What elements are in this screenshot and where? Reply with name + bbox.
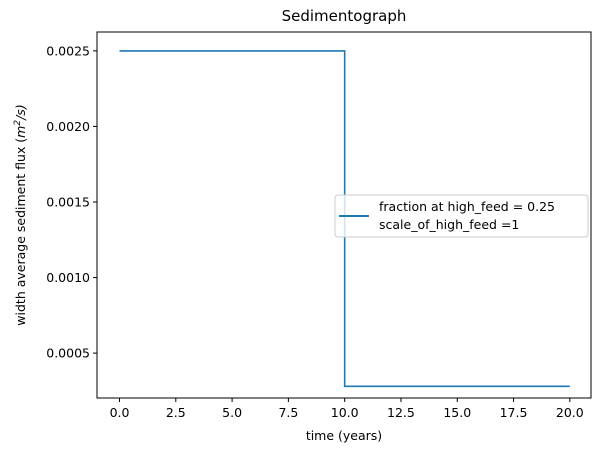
y-axis-title-unit: m xyxy=(13,126,28,138)
legend-box xyxy=(334,194,589,238)
x-tick-label: 20.0 xyxy=(556,405,584,420)
y-tick-label: 0.0015 xyxy=(46,195,90,210)
x-tick-label: 0.0 xyxy=(110,405,130,420)
axes-frame xyxy=(96,31,592,399)
x-axis-title: time (years) xyxy=(306,428,382,443)
y-tick-label: 0.0010 xyxy=(46,270,90,285)
legend-label-line-1: fraction at high_feed = 0.25 xyxy=(379,199,555,214)
y-axis-title-unit-tail: /s) xyxy=(13,104,28,121)
x-tick-label: 7.5 xyxy=(278,405,298,420)
x-tick-label: 17.5 xyxy=(500,405,528,420)
x-axis-ticks: 0.0 2.5 5.0 7.5 10.0 12.5 15.0 17.5 20.0 xyxy=(110,398,584,420)
x-tick-label: 2.5 xyxy=(166,405,186,420)
y-tick-label: 0.0005 xyxy=(46,346,90,361)
legend-label-line-2: scale_of_high_feed =1 xyxy=(379,217,519,232)
y-tick-label: 0.0020 xyxy=(46,119,90,134)
x-tick-label: 10.0 xyxy=(331,405,359,420)
y-axis-ticks: 0.0005 0.0010 0.0015 0.0020 0.0025 xyxy=(46,43,97,361)
x-tick-label: 12.5 xyxy=(387,405,415,420)
y-axis-title: width average sediment flux (m2/s) xyxy=(13,104,28,325)
x-tick-label: 15.0 xyxy=(443,405,471,420)
chart-title: Sedimentograph xyxy=(282,7,407,25)
x-tick-label: 5.0 xyxy=(222,405,242,420)
y-tick-label: 0.0025 xyxy=(46,43,90,58)
y-axis-title-prefix: width average sediment flux ( xyxy=(13,138,28,326)
legend: fraction at high_feed = 0.25 scale_of_hi… xyxy=(334,194,589,238)
y-axis-title-unit-exponent: 2 xyxy=(13,120,23,126)
